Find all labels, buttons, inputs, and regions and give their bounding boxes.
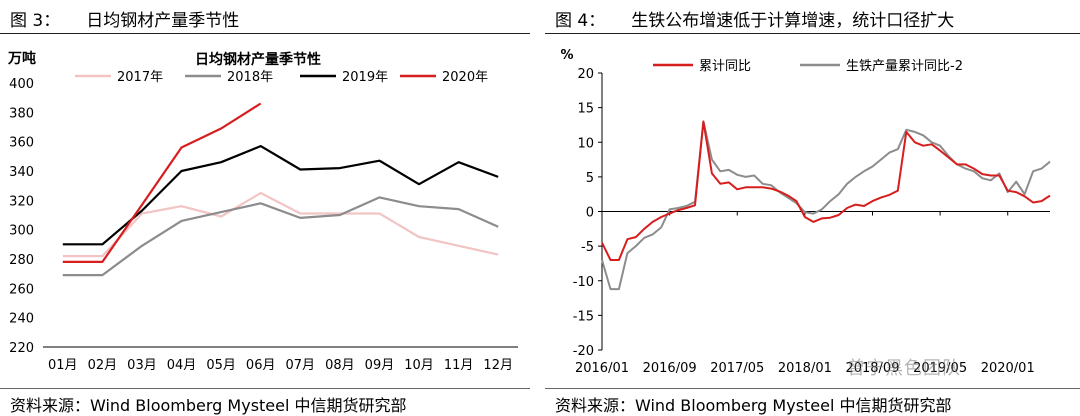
x-tick-label: 10月 [404,358,434,373]
watermark-text: 曾宁黑色团队 [847,358,961,379]
series-line-2020年 [62,102,262,263]
series-line-2018年 [62,196,499,277]
x-tick-label: 11月 [444,358,474,373]
y-tick-label: 400 [9,77,34,92]
y-tick-label: 15 [577,102,594,117]
x-tick-label: 07月 [286,358,316,373]
figure-3-top-rule [0,33,530,34]
y-tick-label: 20 [577,67,594,82]
figure-4-panel: 图 4： 生铁公布增速低于计算增速，统计口径扩大 % 累计同比 生铁产量累计同比-2 -… [545,0,1080,415]
series-line-累计同比 [601,120,1051,261]
figure-4-caption: 生铁公布增速低于计算增速，统计口径扩大 [631,11,955,31]
legend-label-2017年: 2017年 [117,70,163,85]
x-tick-label: 2016/09 [643,361,697,376]
x-tick-label: 2019/05 [913,361,967,376]
x-tick-label: 2020/01 [981,361,1035,376]
x-tick-label: 2017/05 [710,361,764,376]
figure-3-title: 图 3： 日均钢材产量季节性 [10,6,239,31]
x-tick-label: 03月 [127,358,157,373]
figure-4-top-rule [545,33,1080,34]
x-tick-label: 09月 [365,358,395,373]
legend-label-生铁产量累计同比-2: 生铁产量累计同比-2 [846,59,963,74]
y-tick-label: 340 [9,165,34,180]
y-tick-label: 320 [9,194,34,209]
figure-4-chart: % 累计同比 生铁产量累计同比-2 -20 -15 -10 -5 0 5 10 15 20 2016/0… [560,48,1051,376]
y-tick-label: 280 [9,253,34,268]
y-tick-label: 10 [577,136,594,151]
y-tick-label: 300 [9,224,34,239]
x-tick-label: 2018/09 [845,361,899,376]
figure-4-source: 资料来源：Wind Bloomberg Mysteel 中信期货研究部 [555,396,952,415]
figure-4-title: 图 4： 生铁公布增速低于计算增速，统计口径扩大 [555,6,954,31]
y-tick-label: -5 [581,240,594,255]
y-tick-label: -15 [573,309,594,324]
figure-3-chart: 万吨 日均钢材产量季节性 2017年 2018年 2019年 2020年 220 240 260… [7,50,518,373]
y-tick-label: 0 [586,206,594,221]
y-tick-label: 380 [9,106,34,121]
figure-3-bottom-rule [0,388,530,389]
chart-title: 日均钢材产量季节性 [195,51,321,68]
x-tick-label: 01月 [48,358,78,373]
series-line-生铁产量累计同比-2 [601,120,1051,291]
figure-3-panel: 图 3： 日均钢材产量季节性 万吨 日均钢材产量季节性 2017年 2018年 2019年… [0,0,530,415]
y-tick-label: -10 [573,275,594,290]
y-axis-unit: % [560,48,573,63]
x-tick-label: 04月 [167,358,197,373]
legend-label-2018年: 2018年 [227,70,273,85]
series-line-2017年 [62,191,499,258]
y-tick-label: -20 [573,344,594,359]
legend-label-2019年: 2019年 [342,70,388,85]
x-tick-label: 06月 [246,358,276,373]
figure-4-bottom-rule [545,388,1080,389]
figure-3-caption: 日均钢材产量季节性 [86,11,240,31]
legend-label-2020年: 2020年 [442,70,488,85]
y-tick-label: 360 [9,136,34,151]
y-tick-label: 5 [586,171,594,186]
figure-4-label: 图 4： [555,11,606,31]
legend-label-累计同比: 累计同比 [699,59,751,74]
x-tick-label: 2018/01 [778,361,832,376]
x-tick-label: 08月 [325,358,355,373]
y-tick-label: 260 [9,282,34,297]
y-tick-label: 220 [9,341,34,356]
x-tick-label: 05月 [206,358,236,373]
series-line-2019年 [62,145,499,246]
y-tick-label: 240 [9,312,34,327]
x-tick-label: 2016/01 [575,361,629,376]
x-tick-label: 12月 [483,358,513,373]
figure-3-source: 资料来源：Wind Bloomberg Mysteel 中信期货研究部 [10,396,407,415]
x-tick-label: 02月 [88,358,118,373]
figure-3-label: 图 3： [10,11,61,31]
y-axis-unit: 万吨 [7,50,36,67]
